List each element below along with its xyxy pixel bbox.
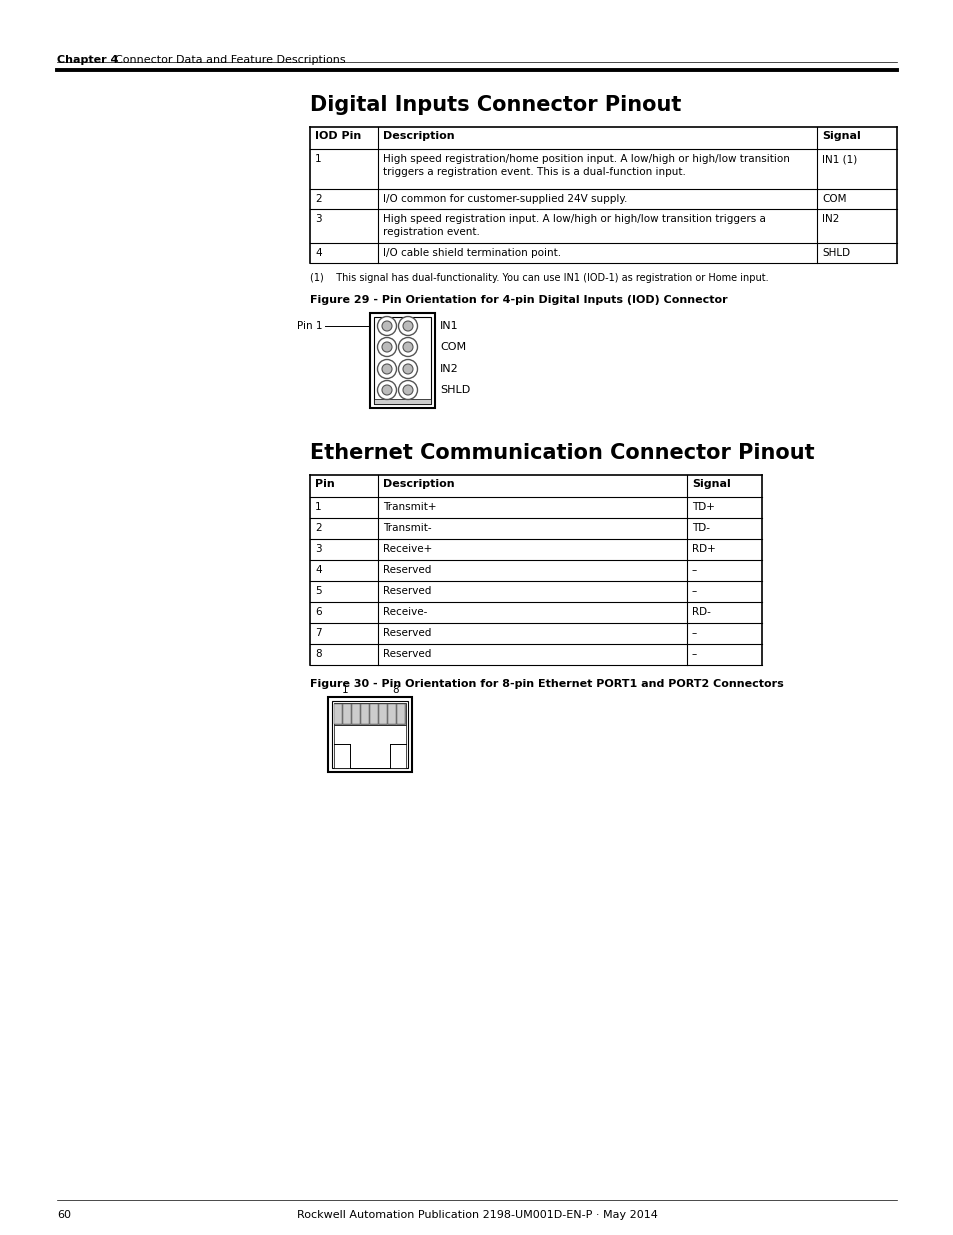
Circle shape <box>377 316 396 336</box>
Text: Reserved: Reserved <box>382 650 431 659</box>
Circle shape <box>381 342 392 352</box>
Text: Description: Description <box>382 131 455 141</box>
Text: SHLD: SHLD <box>439 385 470 395</box>
Text: 3: 3 <box>314 543 321 555</box>
Text: Digital Inputs Connector Pinout: Digital Inputs Connector Pinout <box>310 95 680 115</box>
Text: SHLD: SHLD <box>821 248 849 258</box>
Text: Transmit-: Transmit- <box>382 522 431 534</box>
Circle shape <box>398 359 417 378</box>
Text: Transmit+: Transmit+ <box>382 501 436 513</box>
Bar <box>361 704 369 724</box>
Text: 7: 7 <box>314 629 321 638</box>
Text: IN2: IN2 <box>439 364 458 374</box>
Text: 2: 2 <box>314 522 321 534</box>
Circle shape <box>398 316 417 336</box>
Text: Description: Description <box>382 479 455 489</box>
Circle shape <box>377 359 396 378</box>
Text: –: – <box>691 585 697 597</box>
Text: Signal: Signal <box>691 479 730 489</box>
Bar <box>334 703 406 725</box>
Text: 1: 1 <box>341 685 348 695</box>
Bar <box>335 704 342 724</box>
Text: 1: 1 <box>314 154 321 164</box>
Text: Rockwell Automation Publication 2198-UM001D-EN-P · May 2014: Rockwell Automation Publication 2198-UM0… <box>296 1210 657 1220</box>
Text: High speed registration/home position input. A low/high or high/low transition
t: High speed registration/home position in… <box>382 154 789 177</box>
Text: 8: 8 <box>392 685 398 695</box>
Text: 4: 4 <box>314 564 321 576</box>
Text: 4: 4 <box>314 248 321 258</box>
Text: TD+: TD+ <box>691 501 714 513</box>
Text: Reserved: Reserved <box>382 564 431 576</box>
Text: COM: COM <box>439 342 466 352</box>
Text: Pin 1: Pin 1 <box>297 321 323 331</box>
Bar <box>370 704 378 724</box>
Text: Reserved: Reserved <box>382 629 431 638</box>
Text: (1)    This signal has dual-functionality. You can use IN1 (IOD-1) as registrati: (1) This signal has dual-functionality. … <box>310 273 768 283</box>
Text: Figure 30 - Pin Orientation for 8-pin Ethernet PORT1 and PORT2 Connectors: Figure 30 - Pin Orientation for 8-pin Et… <box>310 679 783 689</box>
Text: Reserved: Reserved <box>382 585 431 597</box>
Text: –: – <box>691 650 697 659</box>
Circle shape <box>402 385 413 395</box>
Text: IN2: IN2 <box>821 214 839 224</box>
Text: COM: COM <box>821 194 845 204</box>
Text: 2: 2 <box>314 194 321 204</box>
Text: Figure 29 - Pin Orientation for 4-pin Digital Inputs (IOD) Connector: Figure 29 - Pin Orientation for 4-pin Di… <box>310 295 727 305</box>
Text: 60: 60 <box>57 1210 71 1220</box>
Text: 5: 5 <box>314 585 321 597</box>
Text: IN1: IN1 <box>439 321 458 331</box>
Bar <box>332 701 408 768</box>
Bar <box>328 697 412 772</box>
Text: 6: 6 <box>314 606 321 618</box>
Text: RD+: RD+ <box>691 543 715 555</box>
Bar <box>370 312 435 408</box>
Text: I/O cable shield termination point.: I/O cable shield termination point. <box>382 248 560 258</box>
Circle shape <box>377 380 396 399</box>
Bar <box>374 399 431 404</box>
Circle shape <box>377 337 396 357</box>
Bar <box>388 704 396 724</box>
Text: Receive-: Receive- <box>382 606 427 618</box>
Text: TD-: TD- <box>691 522 709 534</box>
Bar <box>379 704 387 724</box>
Bar <box>374 317 431 404</box>
Bar <box>397 704 405 724</box>
Text: Signal: Signal <box>821 131 860 141</box>
Text: –: – <box>691 564 697 576</box>
Circle shape <box>398 337 417 357</box>
Bar <box>343 704 351 724</box>
Text: 3: 3 <box>314 214 321 224</box>
Text: Ethernet Communication Connector Pinout: Ethernet Communication Connector Pinout <box>310 443 814 463</box>
Text: 1: 1 <box>314 501 321 513</box>
Circle shape <box>381 364 392 374</box>
Text: IOD Pin: IOD Pin <box>314 131 361 141</box>
Circle shape <box>402 321 413 331</box>
Circle shape <box>402 342 413 352</box>
Circle shape <box>402 364 413 374</box>
Bar <box>352 704 360 724</box>
Text: Receive+: Receive+ <box>382 543 432 555</box>
Circle shape <box>398 380 417 399</box>
Text: Chapter 4: Chapter 4 <box>57 56 118 65</box>
Text: Pin: Pin <box>314 479 335 489</box>
Text: RD-: RD- <box>691 606 710 618</box>
Text: IN1 (1): IN1 (1) <box>821 154 857 164</box>
Bar <box>334 725 406 768</box>
Text: Connector Data and Feature Descriptions: Connector Data and Feature Descriptions <box>115 56 345 65</box>
Text: High speed registration input. A low/high or high/low transition triggers a
regi: High speed registration input. A low/hig… <box>382 214 765 237</box>
Text: 8: 8 <box>314 650 321 659</box>
Text: I/O common for customer-supplied 24V supply.: I/O common for customer-supplied 24V sup… <box>382 194 627 204</box>
Circle shape <box>381 385 392 395</box>
Text: –: – <box>691 629 697 638</box>
Circle shape <box>381 321 392 331</box>
